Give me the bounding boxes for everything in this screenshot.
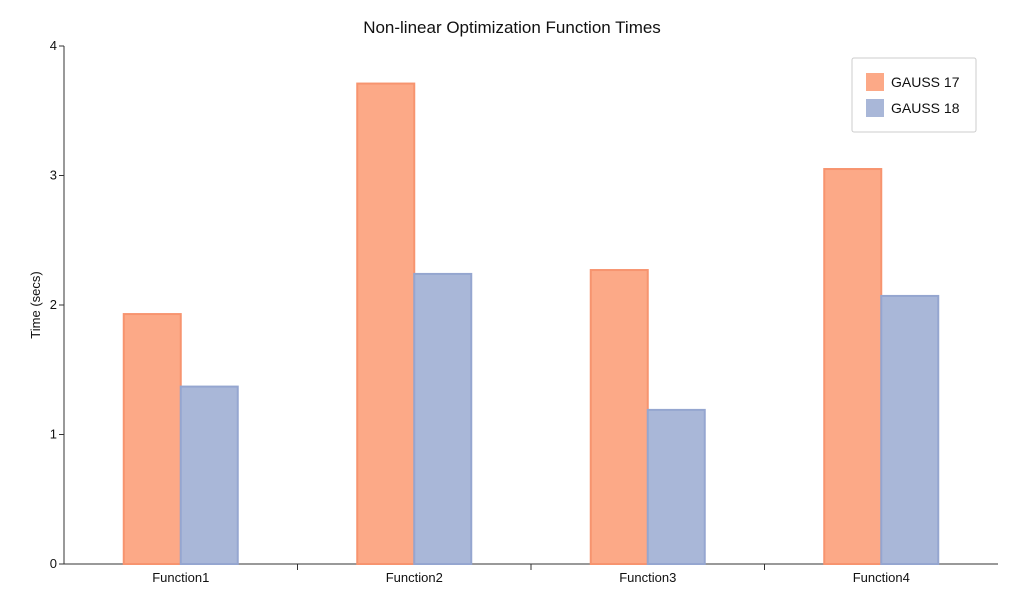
y-tick-label: 1 bbox=[50, 427, 57, 442]
legend-swatch-gauss17 bbox=[866, 73, 884, 91]
bar-gauss17-function4 bbox=[823, 168, 883, 565]
x-tick-label: Function3 bbox=[619, 570, 676, 585]
legend: GAUSS 17 GAUSS 18 bbox=[851, 57, 977, 133]
x-tick-label: Function4 bbox=[853, 570, 910, 585]
x-tick-label: Function2 bbox=[386, 570, 443, 585]
bar-gauss17-function3 bbox=[589, 269, 649, 565]
x-tick-label: Function1 bbox=[152, 570, 209, 585]
bar-gauss18-function4 bbox=[880, 294, 940, 565]
bar-gauss17-function1 bbox=[122, 313, 182, 565]
bar-gauss17-function2 bbox=[356, 82, 416, 566]
y-tick-label: 2 bbox=[50, 297, 57, 312]
legend-swatch-gauss18 bbox=[866, 99, 884, 117]
y-tick-label: 4 bbox=[50, 38, 57, 53]
y-tick-label: 0 bbox=[50, 556, 57, 571]
bar-gauss18-function2 bbox=[413, 272, 473, 565]
bar-gauss18-function3 bbox=[646, 408, 706, 565]
legend-label-gauss18: GAUSS 18 bbox=[891, 100, 960, 116]
legend-label-gauss17: GAUSS 17 bbox=[891, 74, 960, 90]
legend-box bbox=[851, 57, 977, 133]
y-tick-label: 3 bbox=[50, 168, 57, 183]
bar-gauss18-function1 bbox=[179, 385, 239, 565]
chart-title: Non-linear Optimization Function Times bbox=[363, 18, 661, 37]
bars bbox=[122, 82, 940, 566]
x-axis: Function1 Function2 Function3 Function4 bbox=[64, 563, 998, 585]
y-axis-label: Time (secs) bbox=[28, 271, 43, 338]
y-axis: 0 1 2 3 4 bbox=[50, 38, 65, 571]
